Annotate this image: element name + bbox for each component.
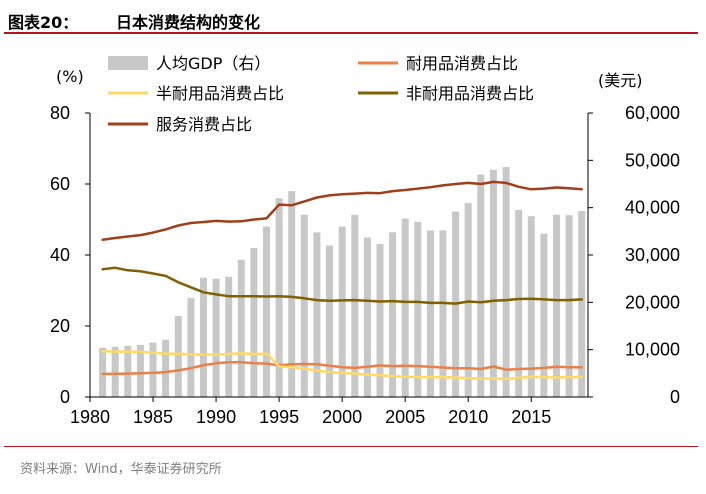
gdp-bar-1985 <box>149 342 157 397</box>
gdp-bar-1982 <box>111 346 119 397</box>
share-lines <box>101 180 583 381</box>
gdp-bar-2003 <box>376 244 384 397</box>
gdp-bar-1999 <box>326 245 333 397</box>
x-tick-label: 1990 <box>196 407 236 427</box>
right-tick-label: 60,000 <box>625 103 680 123</box>
right-tick-label: 30,000 <box>625 245 680 265</box>
series-line-3 <box>101 266 583 305</box>
gdp-bar-1998 <box>313 232 321 397</box>
left-tick-label: 40 <box>50 245 70 265</box>
gdp-bar-1993 <box>250 247 258 397</box>
right-tick-label: 10,000 <box>625 340 680 360</box>
source-note: 资料来源：Wind，华泰证券研究所 <box>20 462 222 477</box>
x-tick-label: 2015 <box>511 407 551 427</box>
legend-label-2: 半耐用品消费占比 <box>156 84 284 103</box>
left-tick-label: 0 <box>60 387 70 407</box>
legend-label-1: 耐用品消费占比 <box>406 54 518 73</box>
gdp-bar-2014 <box>515 210 523 397</box>
gdp-bar-1987 <box>174 316 182 397</box>
gdp-bar-2017 <box>553 214 560 397</box>
gdp-bar-1988 <box>187 298 195 397</box>
gdp-bar-1994 <box>263 226 270 397</box>
gdp-bar-2001 <box>351 214 359 397</box>
gdp-bar-2012 <box>489 169 497 397</box>
gdp-bar-1981 <box>99 347 107 397</box>
chart-axes: 0 20 40 60 80 0 10,000 20,000 30,000 40,000 50,000… <box>50 67 680 427</box>
gdp-bar-1990 <box>212 278 220 397</box>
x-tick-label: 2000 <box>322 407 362 427</box>
right-tick-label: 40,000 <box>625 198 680 218</box>
gdp-bar-2007 <box>426 230 434 397</box>
x-tick-label: 1995 <box>259 407 299 427</box>
gdp-bar-1995 <box>275 198 283 397</box>
consumption-structure-chart: 0 20 40 60 80 0 10,000 20,000 30,000 40,000 50,000… <box>50 54 680 427</box>
figure-label: 图表20： <box>8 13 79 32</box>
gdp-bar-2006 <box>414 221 422 397</box>
x-tick-label: 2010 <box>448 407 488 427</box>
figure-title-bar: 图表20： 日本消费结构的变化 <box>4 6 698 34</box>
gdp-bar-1983 <box>124 345 132 397</box>
x-tick-label: 1985 <box>133 407 173 427</box>
right-tick-label: 50,000 <box>625 150 680 170</box>
bottom-rule <box>4 446 698 447</box>
gdp-bar-1997 <box>300 214 308 397</box>
left-tick-label: 60 <box>50 174 70 194</box>
gdp-bar-2013 <box>502 167 510 397</box>
series-line-4 <box>101 180 583 241</box>
x-tick-label: 1980 <box>70 407 110 427</box>
gdp-bar-2016 <box>540 233 548 397</box>
gdp-bar-2018 <box>565 215 573 397</box>
right-tick-label: 20,000 <box>625 292 680 312</box>
gdp-bar-1986 <box>162 339 170 397</box>
gdp-bar-2004 <box>389 232 397 397</box>
gdp-bar-2000 <box>338 226 346 397</box>
x-tick-label: 2005 <box>385 407 425 427</box>
figure-title: 日本消费结构的变化 <box>116 13 261 32</box>
right-tick-label: 0 <box>670 387 680 407</box>
gdp-bar-2015 <box>527 216 535 397</box>
right-axis-unit: (美元) <box>598 71 643 90</box>
left-tick-label: 80 <box>50 103 70 123</box>
legend-swatch-gdp <box>108 56 148 70</box>
gdp-bar-2010 <box>464 202 472 397</box>
legend-label-4: 服务消费占比 <box>156 115 252 134</box>
legend-label-0: 人均GDP（右） <box>156 54 270 73</box>
legend-label-3: 非耐用品消费占比 <box>406 84 534 103</box>
gdp-bar-1989 <box>200 277 207 397</box>
gdp-bar-2002 <box>363 237 371 397</box>
gdp-bar-1992 <box>237 259 245 397</box>
series-line-1 <box>101 360 583 376</box>
gdp-bar-2011 <box>477 174 485 397</box>
gdp-bar-2019 <box>578 211 586 397</box>
series-line-2 <box>101 349 583 381</box>
gdp-bar-1984 <box>136 344 144 397</box>
chart-area: 0 20 40 60 80 0 10,000 20,000 30,000 40,000 50,000… <box>0 36 706 446</box>
left-tick-label: 20 <box>50 316 70 336</box>
gdp-bars <box>99 167 586 397</box>
gdp-bar-1996 <box>288 191 296 397</box>
left-axis-unit: (%) <box>56 67 84 86</box>
gdp-bar-2005 <box>401 218 409 397</box>
gdp-bar-1991 <box>225 276 233 397</box>
gdp-bar-2008 <box>439 230 447 397</box>
